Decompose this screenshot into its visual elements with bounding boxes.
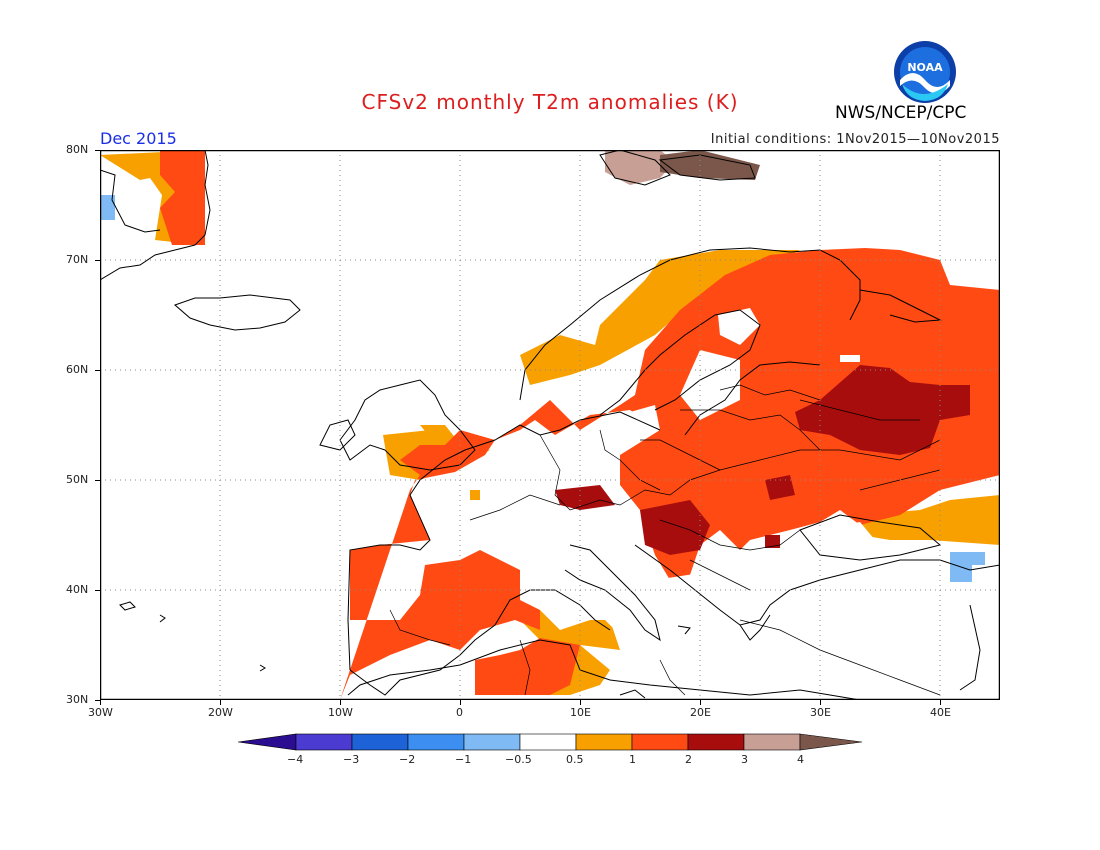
lon-tick bbox=[700, 700, 701, 705]
lon-tick bbox=[220, 700, 221, 705]
lon-tick bbox=[820, 700, 821, 705]
lon-tick bbox=[580, 700, 581, 705]
agency-label: NWS/NCEP/CPC bbox=[835, 103, 967, 123]
colorbar-swatch bbox=[519, 733, 577, 751]
colorbar-label: 0.5 bbox=[566, 753, 584, 766]
lat-tick bbox=[95, 700, 100, 701]
colorbar-swatch bbox=[687, 733, 745, 751]
lon-tick bbox=[100, 700, 101, 705]
lat-label: 70N bbox=[66, 253, 89, 266]
anomaly-field-dark-brown bbox=[660, 150, 760, 180]
map-frame bbox=[100, 150, 1000, 700]
colorbar-swatch bbox=[799, 733, 863, 751]
lon-tick bbox=[340, 700, 341, 705]
lat-label: 80N bbox=[66, 143, 89, 156]
anomaly-field-red bbox=[160, 150, 1000, 700]
anomaly-field-dark-red bbox=[555, 365, 970, 555]
colorbar-label: 3 bbox=[741, 753, 748, 766]
lon-label: 10W bbox=[328, 706, 353, 719]
anomaly-field-light-blue bbox=[100, 195, 985, 582]
initial-conditions-label: Initial conditions: 1Nov2015—10Nov2015 bbox=[710, 132, 1000, 147]
lat-label: 60N bbox=[66, 363, 89, 376]
chart-title: CFSv2 monthly T2m anomalies (K) bbox=[361, 90, 739, 114]
coastlines bbox=[100, 150, 1000, 700]
colorbar-swatch bbox=[463, 733, 521, 751]
lat-tick bbox=[95, 480, 100, 481]
lon-label: 0 bbox=[456, 706, 463, 719]
colorbar-label: −4 bbox=[287, 753, 304, 766]
colorbar-label: −0.5 bbox=[505, 753, 532, 766]
lat-tick bbox=[95, 260, 100, 261]
lon-label: 40E bbox=[930, 706, 951, 719]
colorbar-label: −2 bbox=[399, 753, 416, 766]
lon-label: 30E bbox=[810, 706, 831, 719]
lon-tick bbox=[460, 700, 461, 705]
anomaly-map bbox=[100, 150, 1000, 700]
colorbar-label: 1 bbox=[629, 753, 636, 766]
colorbar-swatch bbox=[295, 733, 353, 751]
lat-label: 50N bbox=[66, 473, 89, 486]
lon-label: 10E bbox=[570, 706, 591, 719]
colorbar-label: 4 bbox=[797, 753, 804, 766]
colorbar-swatch bbox=[743, 733, 801, 751]
colorbar-label: −1 bbox=[455, 753, 472, 766]
lat-tick bbox=[95, 370, 100, 371]
colorbar bbox=[238, 733, 863, 751]
colorbar-label: 2 bbox=[685, 753, 692, 766]
lon-label: 20E bbox=[690, 706, 711, 719]
colorbar-swatch bbox=[351, 733, 409, 751]
lon-label: 20W bbox=[208, 706, 233, 719]
graticule bbox=[100, 150, 1000, 700]
colorbar-swatch bbox=[238, 733, 297, 751]
colorbar-swatch bbox=[631, 733, 689, 751]
lat-tick bbox=[95, 590, 100, 591]
lon-label: 30W bbox=[88, 706, 113, 719]
noaa-logo-icon: NOAA bbox=[894, 41, 956, 103]
lon-tick bbox=[940, 700, 941, 705]
svg-text:NOAA: NOAA bbox=[907, 61, 943, 74]
lat-label: 40N bbox=[66, 583, 89, 596]
colorbar-label: −3 bbox=[343, 753, 360, 766]
lat-label: 30N bbox=[66, 693, 89, 706]
lat-tick bbox=[95, 150, 100, 151]
colorbar-swatch bbox=[575, 733, 633, 751]
anomaly-field-brown bbox=[605, 150, 675, 185]
forecast-period-label: Dec 2015 bbox=[100, 129, 177, 148]
colorbar-swatch bbox=[407, 733, 465, 751]
